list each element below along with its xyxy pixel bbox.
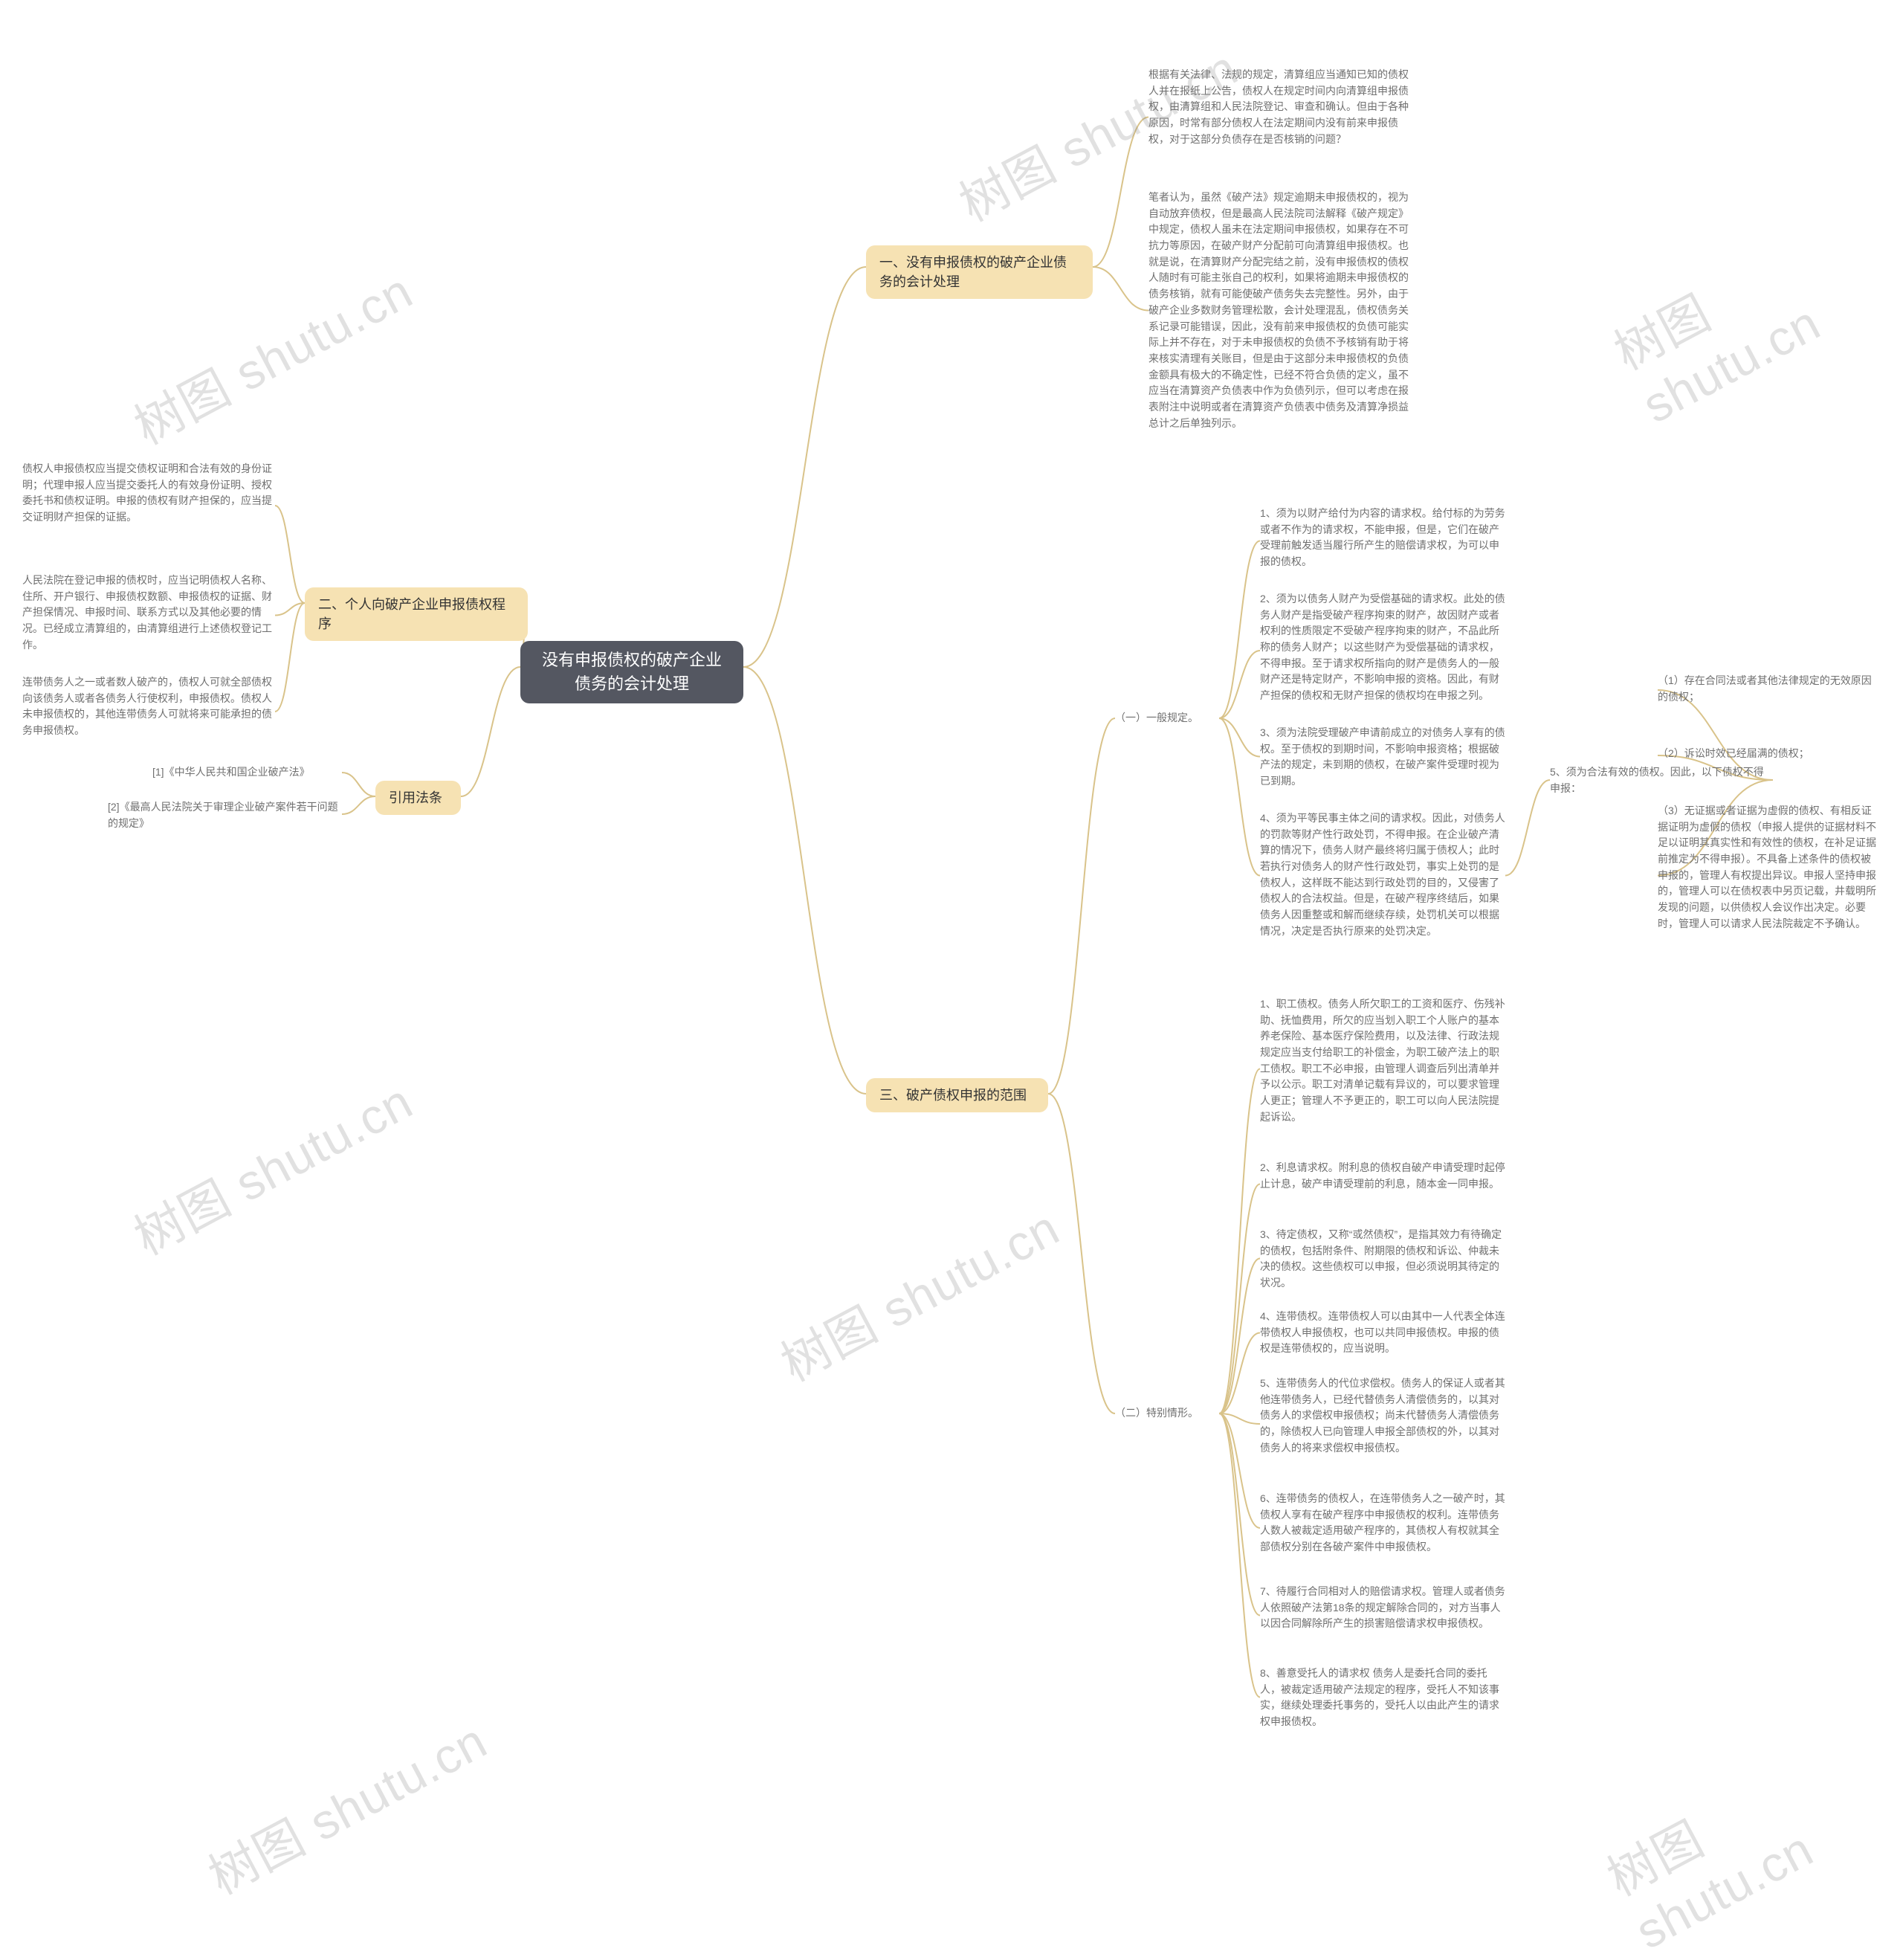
G1d5: 5、须为合法有效的债权。因此，以下债权不得申报： (1550, 764, 1773, 796)
watermark: 树图 shutu.cn (1600, 185, 1903, 434)
G1d5c: （3）无证据或者证据为虚假的债权、有相反证据证明为虚假的债权（申报人提供的证据材… (1658, 803, 1881, 948)
G2e: 5、连带债务人的代位求偿权。债务人的保证人或者其他连带债务人，已经代替债务人清偿… (1260, 1376, 1505, 1472)
L4a: [1]《中华人民共和国企业破产法》 (152, 764, 342, 781)
G2b: 2、利息请求权。附利息的债权自破产申请受理时起停止计息，破产申请受理前的利息，随… (1260, 1160, 1505, 1208)
G2: （二）特别情形。 (1115, 1405, 1219, 1422)
G2d: 4、连带债权。连带债权人可以由其中一人代表全体连带债权人申报债权，也可以共同申报… (1260, 1309, 1505, 1357)
R1a: 根据有关法律、法规的规定，清算组应当通知已知的债权人并在报纸上公告，债权人在规定… (1148, 67, 1409, 167)
L4b: [2]《最高人民法院关于审理企业破产案件若干问题的规定》 (108, 799, 342, 831)
watermark: 树图 shutu.cn (120, 1063, 424, 1269)
G2a: 1、职工债权。债务人所欠职工的工资和医疗、伤残补助、抚恤费用，所欠的应当划入职工… (1260, 996, 1505, 1141)
R1b: 笔者认为，虽然《破产法》规定逾期未申报债权的，视为自动放弃债权，但是最高人民法院… (1148, 190, 1409, 431)
G2c: 3、待定债权，又称“或然债权”，是指其效力有待确定的债权，包括附条件、附期限的债… (1260, 1227, 1505, 1292)
G1c: 3、须为法院受理破产申请前成立的对债务人享有的债权。至于债权的到期时间，不影响申… (1260, 725, 1505, 790)
L2c: 连带债务人之一或者数人破产的，债权人可就全部债权向该债务人或者各债务人行使权利，… (22, 674, 275, 749)
watermark: 树图 shutu.cn (767, 1189, 1070, 1396)
L2b: 人民法院在登记申报的债权时，应当记明债权人名称、住所、开户银行、申报债权数额、申… (22, 573, 275, 658)
watermark: 树图 shutu.cn (120, 252, 424, 459)
L2a: 债权人申报债权应当提交债权证明和合法有效的身份证明；代理申报人应当提交委托人的有… (22, 461, 275, 550)
G2f: 6、连带债务的债权人，在连带债务人之一破产时，其债权人享有在破产程序中申报债权的… (1260, 1491, 1505, 1565)
G1d5b: （2）诉讼时效已经届满的债权； (1658, 746, 1881, 765)
G1d: 4、须为平等民事主体之间的请求权。因此，对债务人的罚款等财产性行政处罚，不得申报… (1260, 810, 1505, 941)
G1d5a: （1）存在合同法或者其他法律规定的无效原因的债权； (1658, 673, 1881, 707)
R3: 三、破产债权申报的范围 (866, 1078, 1048, 1112)
G1: （一）一般规定。 (1115, 710, 1219, 726)
mindmap-stage: 没有申报债权的破产企业 债务的会计处理二、个人向破产企业申报债权程序债权人申报债… (0, 0, 1903, 1834)
R1: 一、没有申报债权的破产企业债务的会计处理 (866, 245, 1093, 299)
L4: 引用法条 (375, 781, 461, 815)
G2h: 8、善意受托人的请求权 债务人是委托合同的委托人，被裁定适用破产法规定的程序，受… (1260, 1666, 1505, 1730)
G1b: 2、须为以债务人财产为受偿基础的请求权。此处的债务人财产是指受破产程序拘束的财产… (1260, 591, 1505, 710)
center-node: 没有申报债权的破产企业 债务的会计处理 (520, 641, 743, 703)
watermark: 树图 shutu.cn (195, 1702, 498, 1909)
G2g: 7、待履行合同相对人的赔偿请求权。管理人或者债务人依照破产法第18条的规定解除合… (1260, 1584, 1505, 1647)
watermark: 树图 shutu.cn (1593, 1707, 1903, 1960)
G1a: 1、须为以财产给付为内容的请求权。给付标的为劳务或者不作为的请求权，不能申报，但… (1260, 506, 1505, 576)
L2: 二、个人向破产企业申报债权程序 (305, 587, 528, 641)
